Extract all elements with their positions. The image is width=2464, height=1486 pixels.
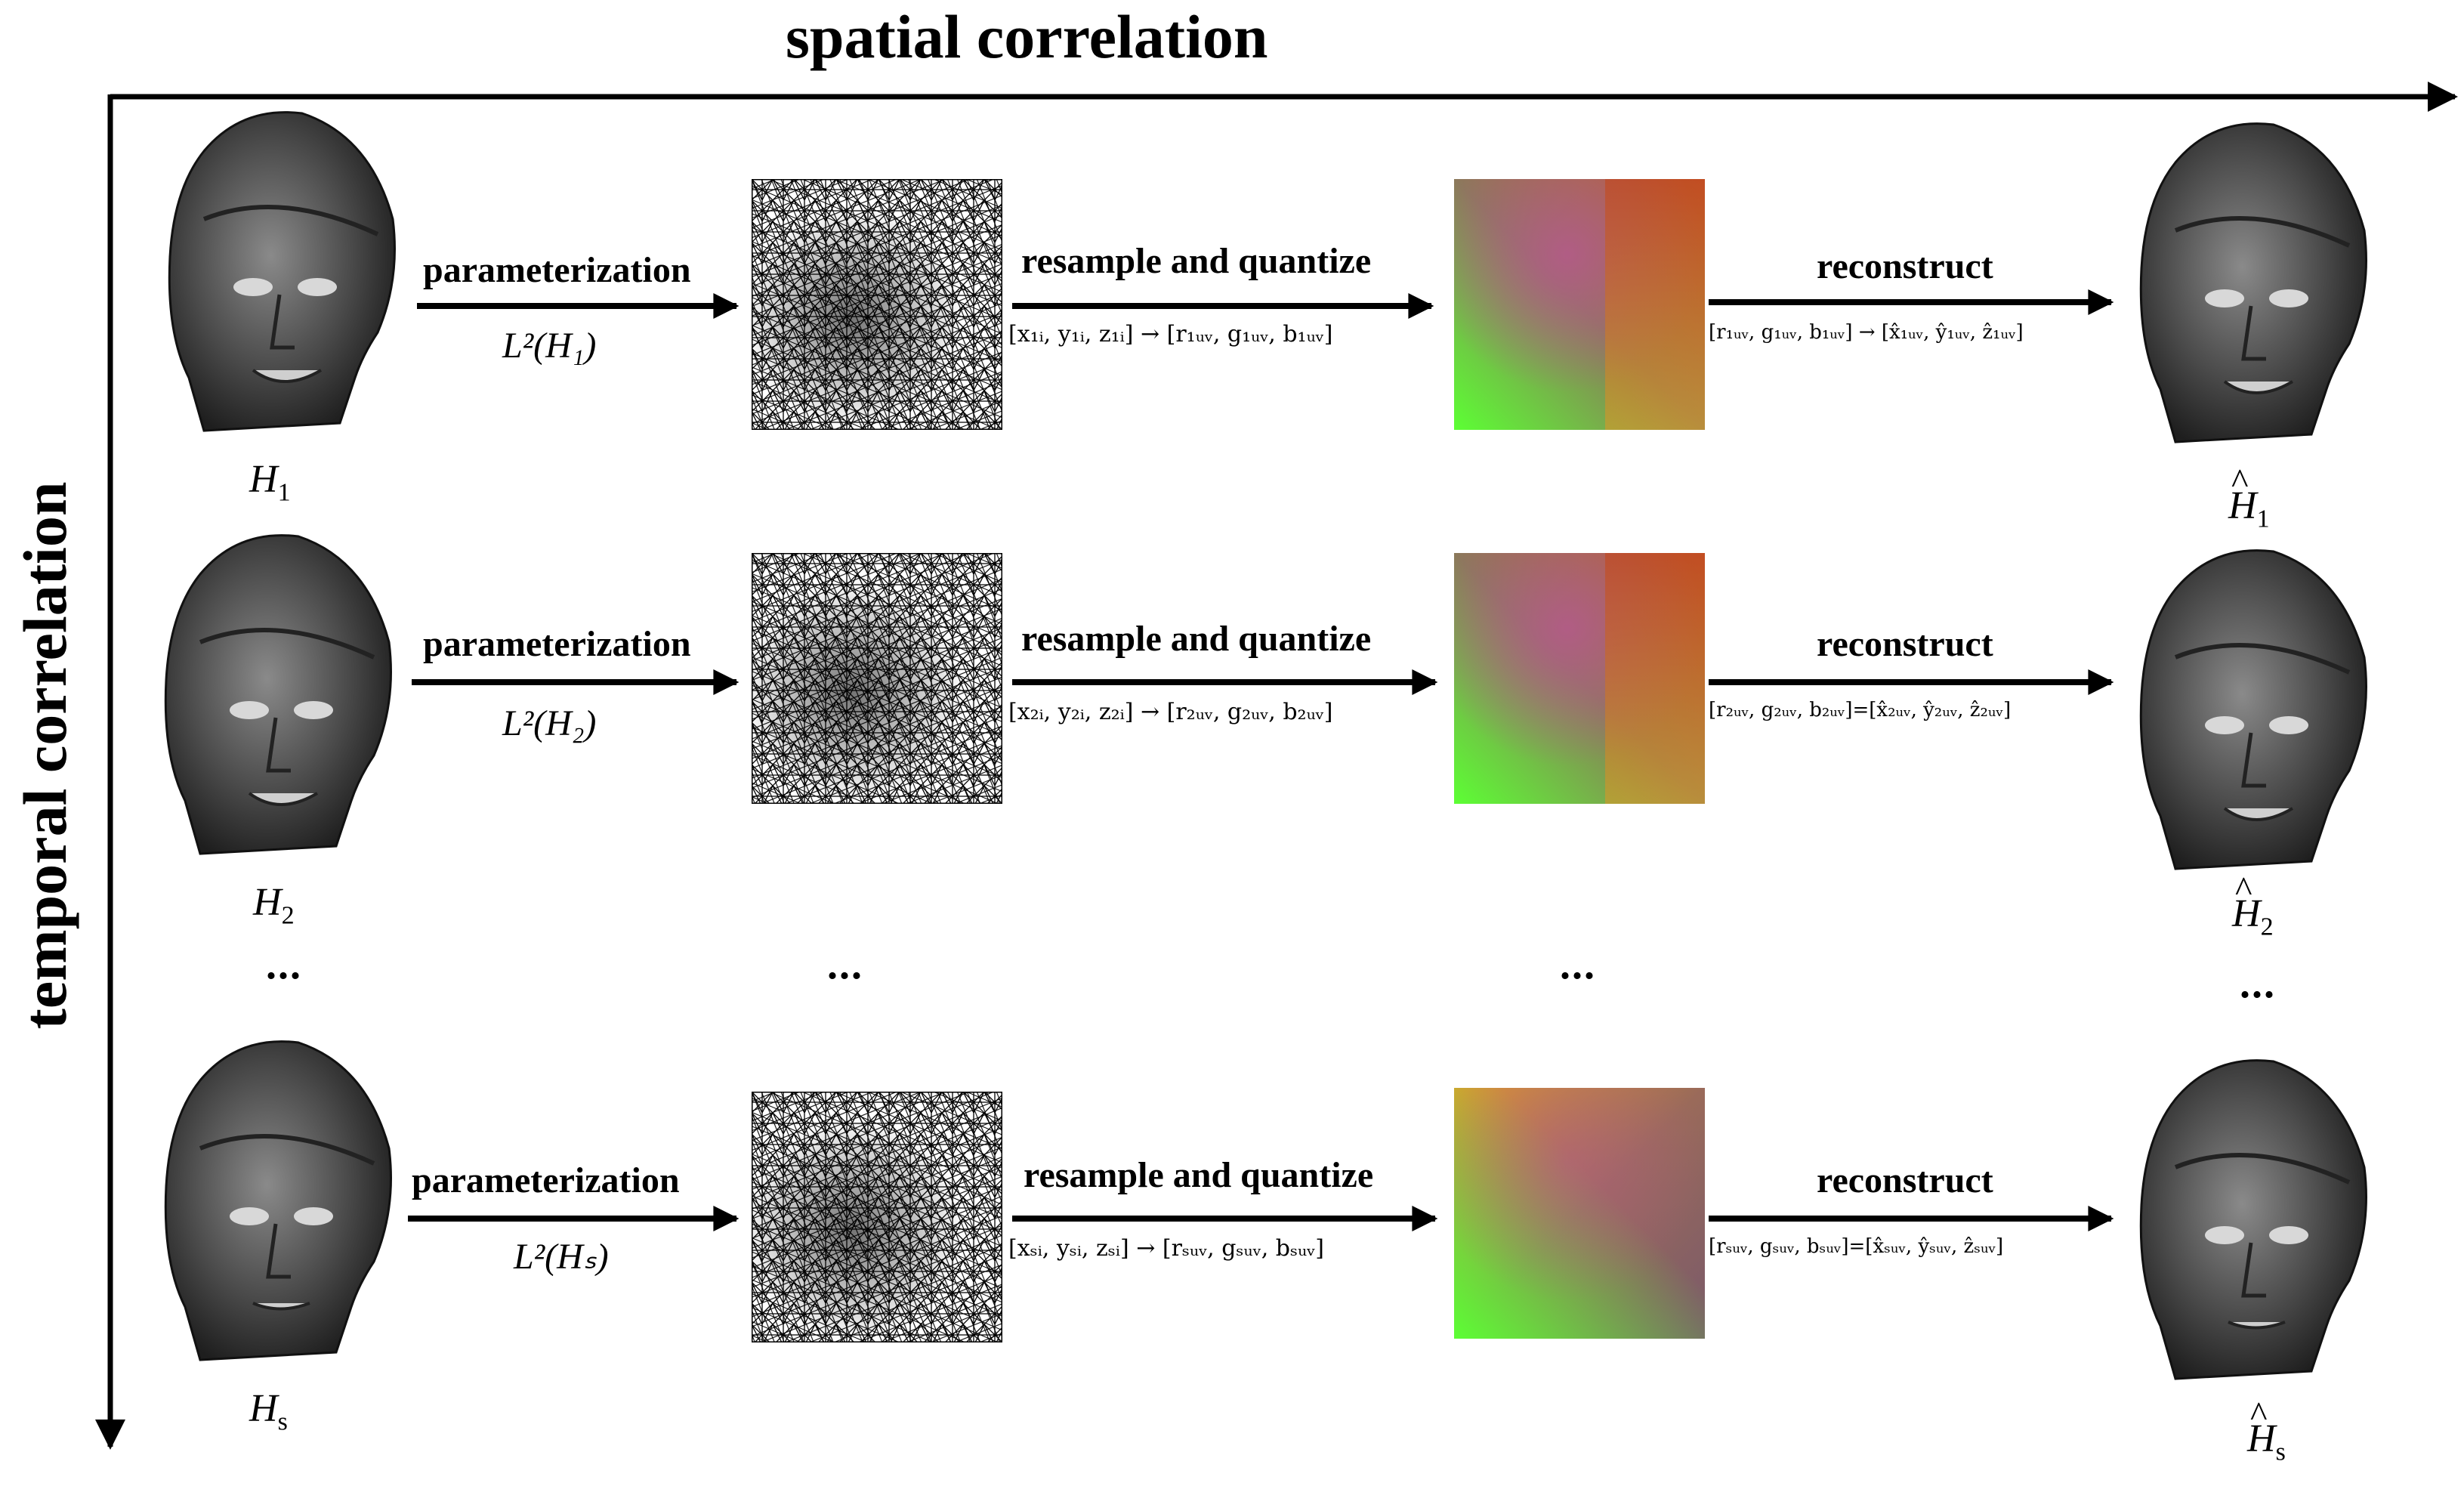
- row3-param-label: parameterization: [412, 1160, 680, 1200]
- head-model-output-2: [2139, 549, 2367, 870]
- ellipsis-geometry: ...: [1560, 941, 1596, 988]
- geometry-image-1: [1454, 179, 1705, 430]
- mesh-parameterization-s: [752, 1092, 1002, 1342]
- row3-output-label: Hs: [2247, 1394, 2286, 1466]
- row2-reconstruct-map: [r₂ᵤᵥ, g₂ᵤᵥ, b₂ᵤᵥ]=[x̂₂ᵤᵥ, ŷ₂ᵤᵥ, ẑ₂ᵤᵥ]: [1709, 699, 2012, 721]
- geometry-image-2: [1454, 553, 1705, 804]
- row1-param-formula: L²(H₁): [502, 326, 597, 366]
- head-model-input-s: [164, 1040, 392, 1361]
- row3-input-label: Hs: [249, 1387, 288, 1436]
- geometry-image-s: [1454, 1088, 1705, 1339]
- row2-output-label: H2: [2232, 869, 2274, 941]
- head-model-input-2: [164, 534, 392, 855]
- spatial-axis-title: spatial correlation: [786, 2, 1268, 71]
- ellipsis-output: ...: [2240, 960, 2276, 1007]
- row1-resample-label: resample and quantize: [1021, 241, 1372, 281]
- row3-reconstruct-label: reconstruct: [1817, 1160, 1993, 1200]
- head-model-input-1: [168, 111, 396, 432]
- head-model-output-s: [2139, 1059, 2367, 1380]
- row1-reconstruct-label: reconstruct: [1817, 246, 1993, 286]
- row1-resample-map: [x₁ᵢ, y₁ᵢ, z₁ᵢ] → [r₁ᵤᵥ, g₁ᵤᵥ, b₁ᵤᵥ]: [1008, 321, 1333, 348]
- row3-param-formula: L²(Hₛ): [514, 1237, 609, 1277]
- row2-input-label: H2: [253, 881, 295, 930]
- row2-param-label: parameterization: [423, 624, 691, 664]
- row2-reconstruct-label: reconstruct: [1817, 624, 1993, 664]
- row1-input-label: H1: [249, 458, 291, 507]
- head-model-output-1: [2139, 122, 2367, 443]
- mesh-parameterization-2: [752, 553, 1002, 804]
- row1-reconstruct-map: [r₁ᵤᵥ, g₁ᵤᵥ, b₁ᵤᵥ] → [x̂₁ᵤᵥ, ŷ₁ᵤᵥ, ẑ₁ᵤᵥ]: [1709, 321, 2024, 344]
- row2-param-formula: L²(H₂): [502, 703, 597, 743]
- row1-output-label: H1: [2228, 461, 2270, 533]
- ellipsis-input: ...: [266, 941, 302, 988]
- row3-reconstruct-map: [rₛᵤᵥ, gₛᵤᵥ, bₛᵤᵥ]=[x̂ₛᵤᵥ, ŷₛᵤᵥ, ẑₛᵤᵥ]: [1709, 1235, 2004, 1258]
- row1-param-label: parameterization: [423, 250, 691, 290]
- mesh-parameterization-1: [752, 179, 1002, 430]
- ellipsis-mesh: ...: [827, 941, 863, 988]
- row2-resample-map: [x₂ᵢ, y₂ᵢ, z₂ᵢ] → [r₂ᵤᵥ, g₂ᵤᵥ, b₂ᵤᵥ]: [1008, 699, 1333, 725]
- row3-resample-map: [xₛᵢ, yₛᵢ, zₛᵢ] → [rₛᵤᵥ, gₛᵤᵥ, bₛᵤᵥ]: [1008, 1235, 1324, 1262]
- row2-resample-label: resample and quantize: [1021, 619, 1372, 659]
- row3-resample-label: resample and quantize: [1024, 1155, 1374, 1195]
